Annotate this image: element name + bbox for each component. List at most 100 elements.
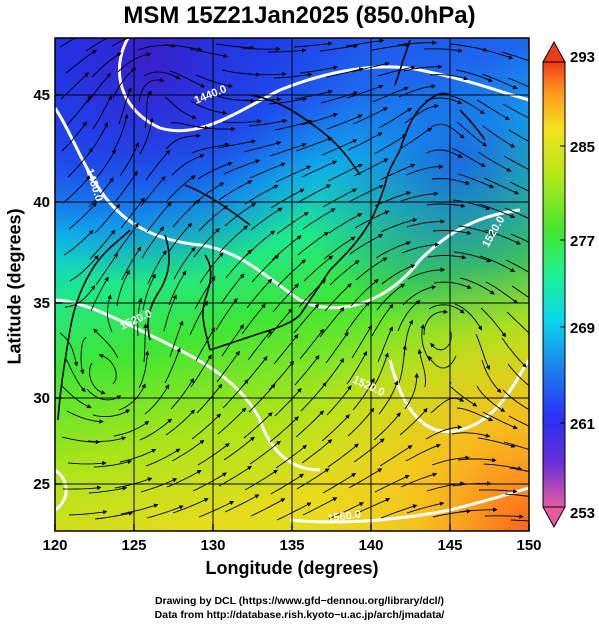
- wind-streamline: [66, 410, 104, 424]
- wind-streamline: [346, 350, 368, 385]
- wind-streamline: [349, 234, 384, 255]
- credit-data-source: Data from http://database.rish.kyoto−u.a…: [154, 609, 445, 621]
- wind-streamline: [91, 52, 122, 78]
- wind-streamline: [483, 177, 520, 195]
- wind-streamline: [270, 188, 305, 209]
- wind-streamline: [166, 469, 202, 488]
- wind-streamline: [138, 77, 165, 103]
- wind-streamline: [59, 332, 79, 367]
- wind-streamline: [199, 252, 224, 284]
- wind-streamline: [380, 504, 418, 519]
- wind-streamline: [112, 67, 137, 99]
- wind-streamline: [62, 485, 102, 491]
- x-tick-label: 120: [42, 537, 67, 554]
- wind-streamline: [456, 407, 494, 422]
- wind-streamline: [169, 70, 206, 88]
- wind-streamline: [452, 199, 491, 211]
- colorbar-tick-label: 253: [570, 505, 595, 522]
- wind-streamline: [432, 230, 472, 236]
- wind-streamline: [191, 142, 230, 154]
- wind-streamline: [195, 74, 233, 88]
- wind-streamline: [423, 48, 463, 53]
- wind-streamline: [303, 255, 334, 282]
- wind-streamline: [120, 503, 159, 515]
- colorbar-tick-label: 277: [570, 233, 595, 250]
- wind-streamline: [92, 409, 131, 418]
- wind-streamline: [503, 155, 529, 171]
- wind-streamline: [250, 207, 283, 231]
- wind-streamline: [189, 300, 208, 336]
- wind-streamline: [165, 409, 196, 436]
- wind-streamline: [140, 478, 178, 493]
- wind-streamline: [59, 38, 77, 48]
- wind-streamline: [89, 362, 106, 395]
- wind-streamline: [294, 354, 320, 386]
- wind-streamline: [433, 281, 472, 289]
- wind-streamline: [171, 439, 205, 462]
- wind-streamline: [428, 355, 457, 369]
- wind-streamline: [66, 95, 92, 126]
- wind-streamline: [511, 285, 529, 299]
- wind-streamline: [399, 407, 428, 436]
- colorbar-tick-label: 261: [570, 416, 595, 433]
- wind-streamline: [454, 303, 483, 331]
- wind-streamline: [376, 283, 406, 311]
- wind-streamline: [479, 255, 516, 273]
- wind-streamline: [354, 210, 390, 229]
- wind-streamline: [326, 385, 352, 416]
- wind-streamline: [196, 383, 223, 414]
- wind-streamline: [218, 180, 253, 201]
- wind-streamline: [93, 149, 116, 182]
- wind-streamline: [429, 74, 469, 81]
- wind-streamline: [381, 264, 416, 285]
- contour-label: 1560.0: [327, 508, 362, 525]
- wind-streamline: [299, 65, 339, 74]
- wind-streamline: [250, 498, 286, 517]
- wind-streamline: [458, 507, 498, 513]
- wind-streamline: [114, 477, 153, 489]
- wind-streamline: [275, 165, 312, 183]
- wind-streamline: [118, 383, 146, 411]
- wind-streamline: [169, 320, 184, 358]
- wind-streamline: [348, 468, 383, 489]
- wind-streamline: [224, 202, 256, 227]
- wind-streamline: [373, 133, 408, 155]
- wind-streamline: [215, 43, 255, 50]
- wind-streamline: [293, 303, 320, 334]
- wind-streamline: [352, 377, 375, 411]
- wind-streamline: [219, 225, 249, 253]
- wind-streamline: [328, 213, 363, 234]
- wind-streamline: [268, 48, 307, 53]
- wind-streamline: [64, 285, 96, 308]
- wind-streamline: [397, 300, 421, 332]
- wind-streamline: [319, 307, 345, 338]
- wind-streamline: [168, 270, 187, 306]
- wind-streamline: [453, 251, 492, 263]
- wind-streamline: [87, 121, 109, 156]
- wind-streamline: [94, 511, 134, 520]
- wind-streamline: [116, 269, 130, 307]
- wind-streamline: [268, 360, 295, 391]
- wind-streamline: [508, 415, 529, 427]
- x-axis-label: Longitude (degrees): [205, 558, 379, 578]
- wind-streamline: [144, 90, 152, 129]
- wind-streamline: [220, 273, 245, 305]
- wind-streamline: [218, 465, 253, 487]
- wind-streamline: [475, 47, 514, 60]
- wind-streamline: [62, 175, 91, 204]
- wind-streamline: [378, 380, 399, 415]
- wind-streamline: [166, 175, 196, 202]
- wind-streamline: [325, 67, 364, 78]
- wind-streamline: [139, 418, 172, 441]
- wind-streamline: [269, 416, 299, 443]
- wind-streamline: [371, 42, 411, 51]
- wind-streamline: [477, 437, 516, 448]
- wind-streamline: [505, 259, 529, 273]
- wind-streamline: [86, 388, 122, 401]
- wind-streamline: [398, 84, 436, 98]
- wind-streamline: [79, 336, 87, 375]
- wind-streamline: [268, 97, 308, 105]
- wind-streamline: [93, 459, 133, 468]
- wind-streamline: [509, 181, 529, 192]
- wind-streamline: [404, 103, 439, 124]
